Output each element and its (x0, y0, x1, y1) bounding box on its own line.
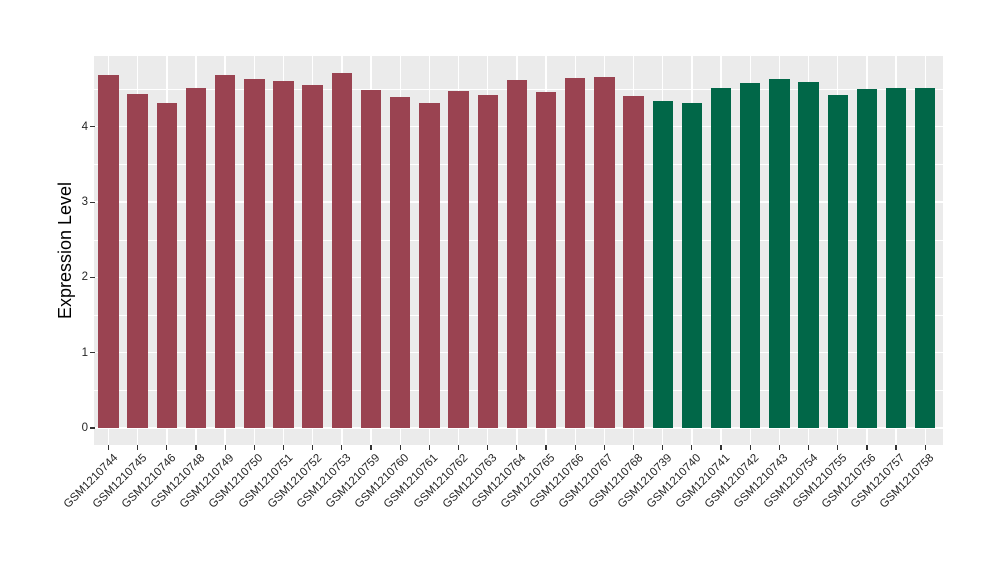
bar-GSM1210741 (710, 87, 732, 428)
y-tick (90, 126, 95, 128)
bar-GSM1210750 (244, 78, 265, 428)
x-tick (428, 445, 430, 450)
bar-GSM1210742 (740, 83, 761, 428)
y-tick-label: 2 (81, 271, 88, 284)
x-tick (399, 445, 401, 450)
y-axis-title: Expression Level (53, 56, 79, 445)
bar-GSM1210766 (565, 77, 586, 428)
bar-GSM1210739 (652, 101, 673, 428)
x-tick (137, 445, 139, 450)
x-tick (837, 445, 839, 450)
x-tick (166, 445, 168, 450)
x-tick (487, 445, 489, 450)
x-tick (895, 445, 897, 450)
x-tick (253, 445, 255, 450)
x-tick (662, 445, 664, 450)
bar-GSM1210759 (360, 89, 382, 428)
x-tick (516, 445, 518, 450)
bar-GSM1210754 (798, 82, 819, 428)
bar-GSM1210745 (127, 93, 148, 428)
x-tick (691, 445, 693, 450)
x-tick (195, 445, 197, 450)
x-tick (749, 445, 751, 450)
y-tick (90, 201, 95, 203)
bar-GSM1210763 (477, 95, 498, 428)
y-tick-label: 0 (81, 422, 88, 434)
x-tick (224, 445, 226, 450)
bar-GSM1210764 (506, 80, 528, 428)
bar-GSM1210749 (214, 74, 236, 428)
y-major-gridline (94, 427, 943, 429)
bar-GSM1210760 (390, 96, 411, 428)
y-tick-label: 4 (81, 120, 88, 133)
bar-GSM1210746 (156, 103, 178, 428)
bar-GSM1210762 (448, 91, 469, 428)
y-tick-label: 1 (81, 346, 88, 359)
bar-GSM1210767 (594, 77, 615, 428)
bar-GSM1210751 (273, 80, 294, 428)
bar-GSM1210744 (98, 74, 119, 428)
x-tick (632, 445, 635, 450)
bar-GSM1210753 (331, 73, 353, 428)
x-tick (778, 445, 780, 450)
x-tick (603, 445, 605, 450)
x-tick (312, 445, 314, 450)
y-tick (90, 427, 95, 429)
x-tick (720, 445, 722, 450)
bar-GSM1210752 (302, 84, 323, 428)
x-tick (866, 445, 868, 450)
bar-GSM1210755 (827, 95, 848, 428)
x-tick (457, 445, 460, 450)
x-tick (370, 445, 372, 450)
bar-GSM1210761 (419, 102, 440, 428)
x-tick (545, 445, 547, 450)
x-tick (574, 445, 576, 450)
x-tick (807, 445, 810, 450)
bar-GSM1210757 (885, 88, 907, 428)
bar-GSM1210765 (535, 92, 557, 428)
y-tick (90, 276, 95, 278)
x-tick (341, 445, 343, 450)
x-tick (107, 445, 110, 450)
x-tick (924, 445, 926, 450)
y-tick (90, 352, 95, 354)
bar-GSM1210743 (769, 78, 790, 428)
x-tick (282, 445, 285, 450)
bar-GSM1210740 (681, 103, 703, 428)
bar-GSM1210758 (915, 88, 936, 428)
plot-panel (94, 56, 943, 445)
y-tick-label: 3 (81, 196, 88, 209)
bar-GSM1210756 (856, 89, 878, 428)
bar-GSM1210748 (185, 87, 207, 428)
bar-GSM1210768 (623, 95, 644, 428)
